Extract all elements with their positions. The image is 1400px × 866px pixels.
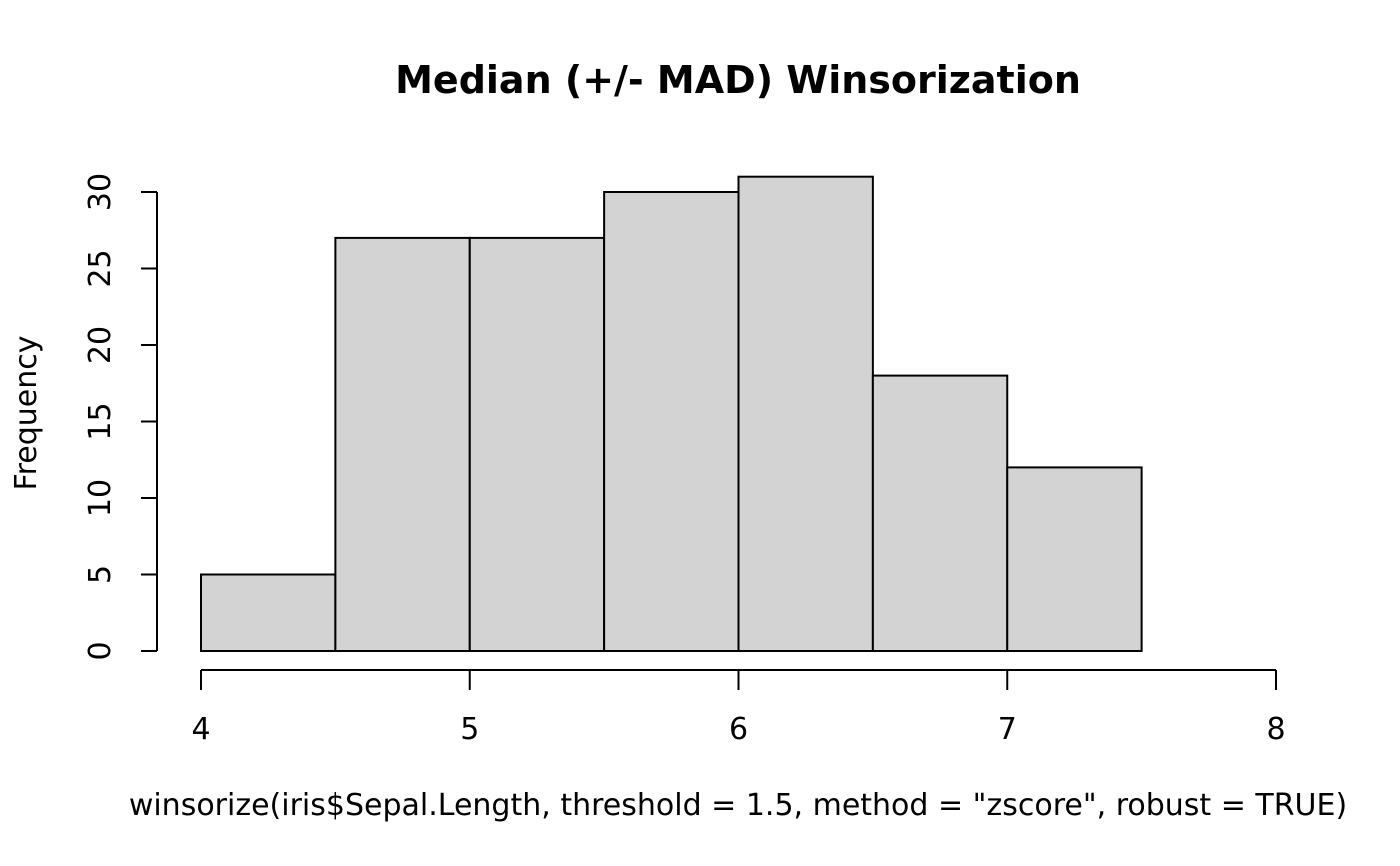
y-tick-label-25: 25 (83, 249, 118, 287)
x-tick-label-8: 8 (1266, 712, 1285, 747)
y-tick-label-20: 20 (83, 326, 118, 364)
x-tick-label-5: 5 (460, 712, 479, 747)
y-tick-label-5: 5 (83, 565, 118, 584)
y-tick-label-30: 30 (83, 173, 118, 211)
y-axis-label: Frequency (9, 336, 44, 491)
histogram-bar-6 (871, 374, 1009, 652)
histogram-bar-5 (737, 175, 874, 652)
bars-group (200, 175, 1143, 652)
histogram-bar-1 (200, 573, 337, 652)
histogram-bar-4 (603, 191, 740, 652)
histogram-bar-2 (334, 236, 471, 652)
y-tick-label-10: 10 (83, 479, 118, 517)
y-axis: 0 5 10 15 20 25 30 (83, 173, 158, 661)
x-tick-label-7: 7 (998, 712, 1017, 747)
histogram-bar-7 (1006, 466, 1143, 652)
x-tick-label-4: 4 (191, 712, 210, 747)
y-tick-label-15: 15 (83, 402, 118, 440)
y-tick-label-0: 0 (83, 641, 118, 660)
histogram-bar-3 (468, 236, 606, 652)
x-tick-label-6: 6 (729, 712, 748, 747)
chart-title: Median (+/- MAD) Winsorization (395, 58, 1081, 102)
x-axis-label: winsorize(iris$Sepal.Length, threshold =… (129, 788, 1347, 823)
x-axis: 4 5 6 7 8 (191, 669, 1286, 747)
